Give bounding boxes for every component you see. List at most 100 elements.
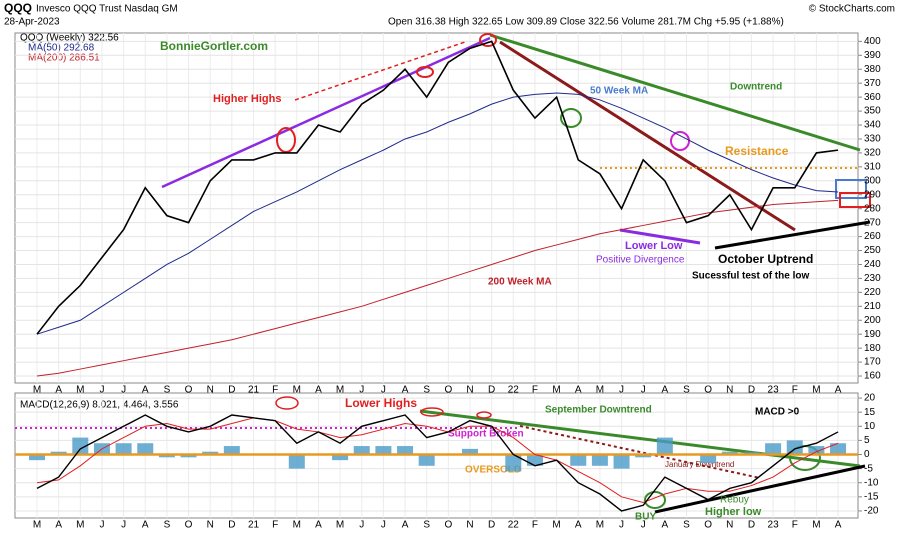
annotation: BonnieGortler.com bbox=[160, 39, 268, 53]
legend-ma200: MA(200) 286.51 bbox=[28, 53, 100, 64]
x-tick-label: O bbox=[444, 385, 452, 396]
series-line bbox=[36, 40, 839, 335]
y-tick-label: 250 bbox=[864, 245, 881, 256]
x-tick-label: D bbox=[488, 520, 495, 531]
x-tick-label: M bbox=[33, 520, 41, 531]
annotation: 200 Week MA bbox=[488, 277, 552, 288]
x-tick-label: D bbox=[748, 385, 755, 396]
histogram-bar bbox=[288, 454, 305, 469]
histogram-bar bbox=[202, 451, 219, 455]
annotation: Higher Highs bbox=[213, 93, 281, 105]
downtrend-line-2 bbox=[499, 40, 796, 232]
quote: Open 316.38 High 322.65 Low 309.89 Close… bbox=[388, 17, 784, 28]
circle bbox=[479, 33, 497, 47]
legend-ma50: MA(50) 292.68 bbox=[28, 43, 95, 54]
y-tick-label: 230 bbox=[864, 273, 881, 284]
price-panel bbox=[14, 32, 859, 384]
x-tick-label: 23 bbox=[768, 385, 780, 396]
histogram-bar bbox=[700, 454, 717, 463]
x-tick-label: M bbox=[76, 520, 84, 531]
histogram-bar bbox=[526, 454, 543, 466]
x-tick-label: J bbox=[121, 385, 126, 396]
circle bbox=[644, 491, 666, 509]
x-tick-label: A bbox=[55, 385, 62, 396]
histogram-bar bbox=[137, 443, 154, 455]
x-tick-label: F bbox=[532, 520, 538, 531]
annotation: Higher low bbox=[705, 506, 762, 518]
circle bbox=[670, 131, 690, 151]
y-tick-label: 10 bbox=[864, 421, 876, 432]
x-tick-label: F bbox=[272, 520, 278, 531]
x-tick-label: N bbox=[207, 520, 214, 531]
january-downtrend bbox=[519, 425, 761, 479]
x-tick-label: J bbox=[99, 385, 104, 396]
y-tick-label: 300 bbox=[864, 175, 881, 186]
x-tick-label: M bbox=[812, 385, 820, 396]
x-tick-label: S bbox=[423, 385, 430, 396]
annotation: BUY bbox=[635, 512, 656, 523]
x-tick-label: M bbox=[33, 385, 41, 396]
x-tick-label: A bbox=[662, 385, 669, 396]
x-tick-label: S bbox=[683, 385, 690, 396]
x-tick-label: A bbox=[402, 520, 409, 531]
annotation: OVERSOLD bbox=[465, 465, 521, 476]
x-tick-label: 22 bbox=[508, 385, 520, 396]
annotation: Rebuy bbox=[720, 495, 749, 506]
x-tick-label: J bbox=[619, 385, 624, 396]
x-tick-label: N bbox=[726, 520, 733, 531]
histogram-bar bbox=[353, 446, 370, 455]
annotation: Support Broken bbox=[448, 429, 524, 440]
y-tick-label: 280 bbox=[864, 203, 881, 214]
histogram-bar bbox=[180, 454, 197, 458]
x-tick-label: A bbox=[662, 520, 669, 531]
y-tick-label: 320 bbox=[864, 148, 881, 159]
date: 28-Apr-2023 bbox=[4, 17, 60, 28]
x-tick-label: F bbox=[272, 385, 278, 396]
annotation: January Downtrend bbox=[665, 460, 734, 469]
y-tick-label: 270 bbox=[864, 217, 881, 228]
y-tick-label: 200 bbox=[864, 315, 881, 326]
x-tick-label: N bbox=[466, 385, 473, 396]
x-tick-label: J bbox=[641, 385, 646, 396]
histogram-bar bbox=[570, 454, 587, 466]
x-tick-label: O bbox=[704, 385, 712, 396]
x-tick-label: M bbox=[76, 385, 84, 396]
histogram-bar bbox=[591, 454, 608, 466]
x-tick-label: A bbox=[142, 385, 149, 396]
histogram-bar bbox=[50, 451, 67, 455]
x-tick-label: D bbox=[228, 520, 235, 531]
histogram-bar bbox=[418, 454, 435, 466]
x-tick-label: A bbox=[402, 385, 409, 396]
x-tick-label: D bbox=[488, 385, 495, 396]
x-tick-label: F bbox=[532, 385, 538, 396]
x-tick-label: J bbox=[99, 520, 104, 531]
y-tick-label: 180 bbox=[864, 343, 881, 354]
y-tick-label: 20 bbox=[864, 393, 876, 404]
x-tick-label: 21 bbox=[248, 520, 260, 531]
x-tick-label: F bbox=[792, 520, 798, 531]
x-tick-label: A bbox=[142, 520, 149, 531]
annotation: 50 Week MA bbox=[590, 86, 648, 97]
divergence-arrow bbox=[619, 228, 701, 245]
annotation: September Downtrend bbox=[545, 405, 652, 416]
x-tick-label: A bbox=[55, 520, 62, 531]
y-tick-label: -15 bbox=[864, 491, 879, 502]
x-tick-label: F bbox=[792, 385, 798, 396]
histogram-bar bbox=[462, 448, 478, 455]
histogram-bar bbox=[158, 454, 175, 458]
x-tick-label: M bbox=[293, 520, 301, 531]
y-tick-label: 400 bbox=[864, 36, 881, 47]
histogram-bar bbox=[72, 437, 89, 455]
annotation: Positive Divergence bbox=[596, 255, 685, 266]
y-tick-label: 330 bbox=[864, 134, 881, 145]
x-tick-label: M bbox=[336, 385, 344, 396]
histogram-bar bbox=[223, 446, 240, 455]
circle bbox=[276, 127, 296, 153]
x-tick-label: S bbox=[164, 385, 171, 396]
histogram-bar bbox=[397, 446, 414, 455]
x-tick-label: A bbox=[315, 520, 322, 531]
x-tick-label: 23 bbox=[768, 520, 780, 531]
macd-title: MACD(12,26,9) 8.021, 4.464, 3.556 bbox=[20, 400, 179, 411]
x-tick-label: N bbox=[207, 385, 214, 396]
